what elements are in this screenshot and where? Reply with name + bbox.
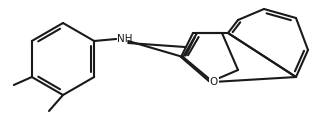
Text: O: O: [210, 76, 218, 86]
Text: NH: NH: [117, 34, 133, 44]
